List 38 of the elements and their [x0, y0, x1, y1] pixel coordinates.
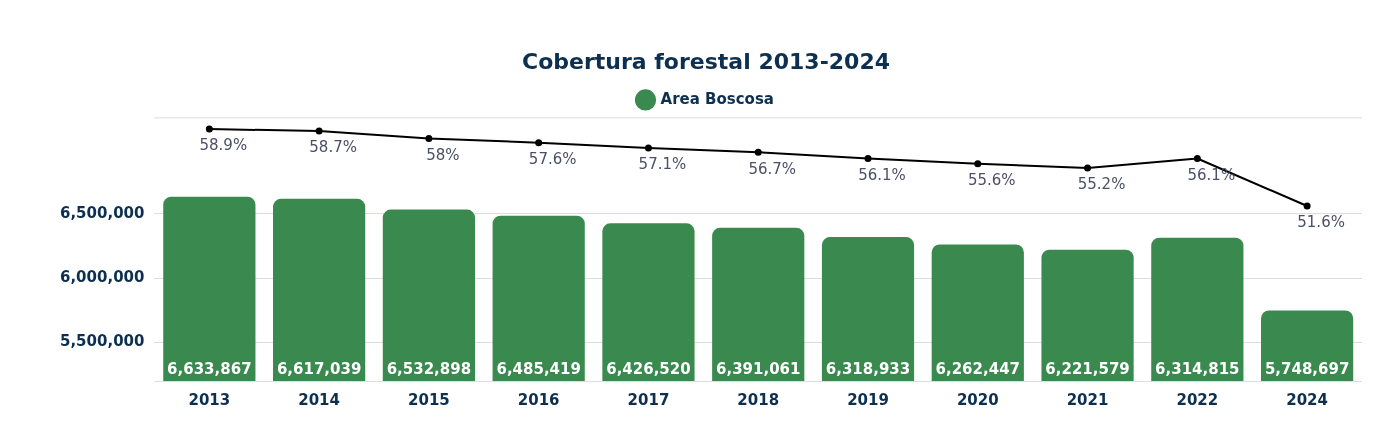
data-label: 6,318,933: [825, 360, 911, 379]
x-tick-label: 2015: [408, 390, 450, 409]
data-label: 6,314,815: [1155, 360, 1240, 379]
data-label: 57.6%: [528, 150, 577, 169]
y-tick-label: 5,500,000: [59, 332, 145, 351]
x-tick-label: 2021: [1066, 390, 1109, 409]
data-label: 6,391,061: [715, 360, 801, 379]
x-tick-label: 2020: [956, 390, 999, 409]
data-label: 6,633,867: [167, 360, 252, 379]
y-tick-label: 6,000,000: [59, 268, 145, 287]
data-label: 56.1%: [1187, 165, 1236, 184]
data-label: 5,748,697: [1264, 360, 1350, 379]
data-label: 51.6%: [1297, 213, 1345, 232]
data-label: 6,262,447: [935, 360, 1021, 379]
x-tick-label: 2018: [737, 390, 780, 409]
x-tick-label: 2016: [517, 390, 560, 409]
data-label: 57.1%: [638, 155, 687, 174]
y-tick-label: 6,500,000: [59, 203, 145, 222]
data-label: 6,426,520: [606, 360, 691, 379]
data-label: 56.1%: [858, 165, 906, 184]
x-tick-label: 2019: [847, 390, 889, 409]
data-label: 58%: [426, 145, 460, 164]
data-label: 56.7%: [748, 159, 797, 178]
legend-label: Area Boscosa: [660, 89, 774, 108]
data-label: 55.2%: [1077, 175, 1126, 194]
chart-title: Cobertura forestal 2013-2024: [521, 48, 891, 74]
data-label: 6,485,419: [496, 360, 581, 379]
x-tick-label: 2014: [298, 390, 340, 409]
data-label: 55.6%: [967, 171, 1016, 190]
data-label: 6,617,039: [276, 360, 362, 379]
x-tick-label: 2013: [188, 390, 231, 409]
x-tick-label: 2024: [1286, 390, 1328, 409]
data-label: 6,532,898: [386, 360, 472, 379]
x-tick-label: 2017: [627, 390, 670, 409]
x-tick-label: 2022: [1176, 390, 1219, 409]
data-label: 6,221,579: [1045, 360, 1130, 379]
data-label: 58.9%: [199, 136, 248, 155]
data-label: 58.7%: [309, 138, 357, 157]
